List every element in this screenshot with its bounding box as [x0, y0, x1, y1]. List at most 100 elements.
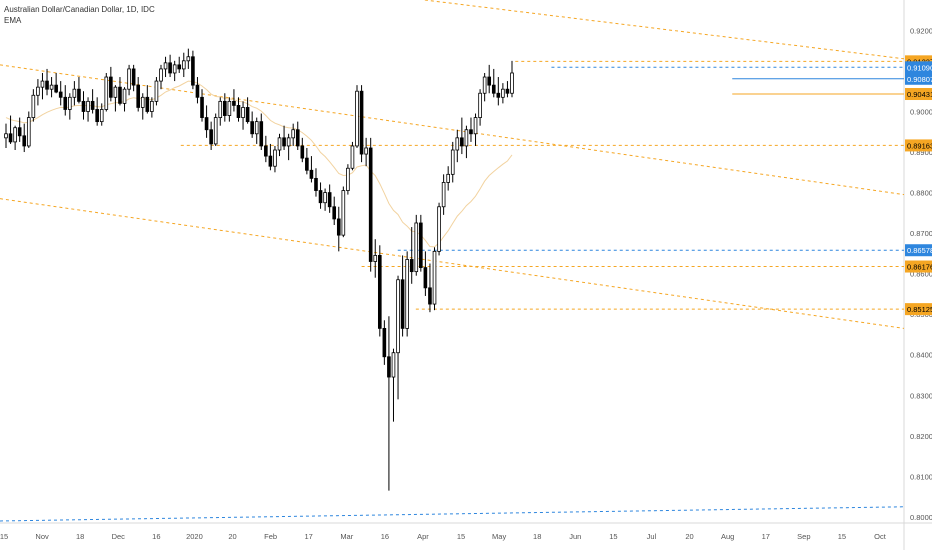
- candle[interactable]: [446, 166, 450, 191]
- candle[interactable]: [17, 117, 22, 142]
- candle[interactable]: [264, 135, 268, 163]
- candle[interactable]: [405, 251, 409, 337]
- candle[interactable]: [159, 64, 163, 90]
- candle[interactable]: [49, 77, 54, 98]
- candle[interactable]: [318, 182, 323, 209]
- candle[interactable]: [428, 263, 432, 313]
- candle[interactable]: [510, 60, 514, 98]
- candle[interactable]: [218, 97, 223, 126]
- candle[interactable]: [273, 145, 277, 173]
- candle[interactable]: [309, 156, 314, 183]
- candle[interactable]: [31, 89, 36, 122]
- candle[interactable]: [241, 101, 245, 130]
- candle[interactable]: [227, 97, 232, 122]
- price-axis[interactable]: 0.9200000.9100000.9000000.8900000.880000…: [910, 26, 932, 522]
- candle[interactable]: [464, 125, 469, 159]
- candle[interactable]: [368, 137, 373, 272]
- candle[interactable]: [346, 164, 350, 195]
- candle[interactable]: [177, 56, 182, 73]
- trend-line-blue[interactable]: [0, 506, 905, 522]
- candle[interactable]: [364, 137, 368, 167]
- candle[interactable]: [109, 66, 113, 102]
- candle[interactable]: [113, 85, 118, 112]
- candle[interactable]: [204, 105, 209, 138]
- candle[interactable]: [186, 48, 191, 69]
- candle[interactable]: [145, 85, 150, 114]
- price-label-blue[interactable]: 0.908070: [905, 72, 932, 85]
- candle[interactable]: [505, 81, 510, 98]
- candle[interactable]: [419, 214, 423, 272]
- candle[interactable]: [8, 115, 13, 144]
- candle[interactable]: [314, 168, 318, 197]
- candle[interactable]: [432, 247, 437, 311]
- candle[interactable]: [4, 123, 8, 148]
- candle[interactable]: [40, 72, 45, 100]
- price-label-orange[interactable]: 0.891630: [905, 139, 932, 152]
- trend-line-orange[interactable]: [0, 64, 905, 196]
- time-axis[interactable]: 15 Nov 18 Dec 16 2020 20 Feb 17 Mar 16 Apr 15 May 18 Ju…: [0, 532, 887, 541]
- price-label-orange[interactable]: 0.861760: [905, 260, 932, 273]
- candle[interactable]: [469, 117, 473, 142]
- candle[interactable]: [72, 81, 77, 106]
- candle[interactable]: [104, 72, 109, 112]
- candle[interactable]: [501, 83, 505, 104]
- candle[interactable]: [391, 348, 396, 422]
- candle[interactable]: [36, 79, 40, 106]
- candle[interactable]: [22, 123, 27, 153]
- candle[interactable]: [423, 251, 428, 296]
- candle[interactable]: [140, 93, 145, 120]
- candle[interactable]: [86, 97, 90, 122]
- candle[interactable]: [168, 54, 172, 78]
- trend-line-orange[interactable]: [424, 0, 905, 60]
- candle[interactable]: [13, 125, 17, 151]
- candle[interactable]: [222, 93, 227, 122]
- candle[interactable]: [136, 77, 141, 112]
- candle[interactable]: [277, 133, 282, 157]
- candle[interactable]: [482, 72, 487, 102]
- candle[interactable]: [45, 68, 49, 96]
- candle[interactable]: [209, 121, 213, 151]
- candle[interactable]: [90, 89, 95, 114]
- candle[interactable]: [127, 64, 131, 96]
- candle[interactable]: [95, 97, 99, 126]
- candle[interactable]: [191, 50, 195, 90]
- candle[interactable]: [300, 137, 305, 163]
- candle[interactable]: [254, 117, 259, 144]
- candle[interactable]: [332, 196, 337, 226]
- candle[interactable]: [58, 81, 63, 106]
- candle[interactable]: [26, 111, 31, 148]
- candle[interactable]: [400, 255, 405, 337]
- candle[interactable]: [305, 147, 309, 175]
- candle[interactable]: [54, 72, 58, 94]
- candle[interactable]: [341, 186, 346, 238]
- candle[interactable]: [68, 93, 72, 120]
- candle[interactable]: [377, 245, 382, 337]
- candle[interactable]: [323, 188, 327, 211]
- candle[interactable]: [496, 77, 501, 106]
- ema-line[interactable]: [5, 80, 513, 248]
- candle[interactable]: [236, 97, 241, 122]
- candle[interactable]: [355, 85, 359, 148]
- candle[interactable]: [350, 141, 355, 171]
- candle[interactable]: [373, 239, 378, 278]
- candle[interactable]: [286, 133, 291, 161]
- price-label-orange[interactable]: 0.851250: [905, 303, 932, 316]
- candle[interactable]: [245, 97, 250, 124]
- candle[interactable]: [473, 113, 478, 146]
- candle[interactable]: [131, 64, 136, 92]
- candle[interactable]: [259, 113, 264, 151]
- candle[interactable]: [154, 77, 159, 106]
- candle[interactable]: [387, 316, 391, 491]
- candle[interactable]: [382, 320, 387, 365]
- candle[interactable]: [172, 60, 177, 82]
- candle[interactable]: [291, 123, 296, 146]
- candle[interactable]: [99, 103, 104, 126]
- candle[interactable]: [487, 64, 492, 94]
- candle[interactable]: [455, 129, 460, 163]
- chart-legend[interactable]: Australian Dollar/Canadian Dollar, 1D, I…: [4, 4, 155, 26]
- candle[interactable]: [122, 87, 127, 112]
- candle[interactable]: [460, 117, 464, 155]
- symbol-title[interactable]: Australian Dollar/Canadian Dollar, 1D, I…: [4, 5, 155, 14]
- candle[interactable]: [250, 111, 254, 138]
